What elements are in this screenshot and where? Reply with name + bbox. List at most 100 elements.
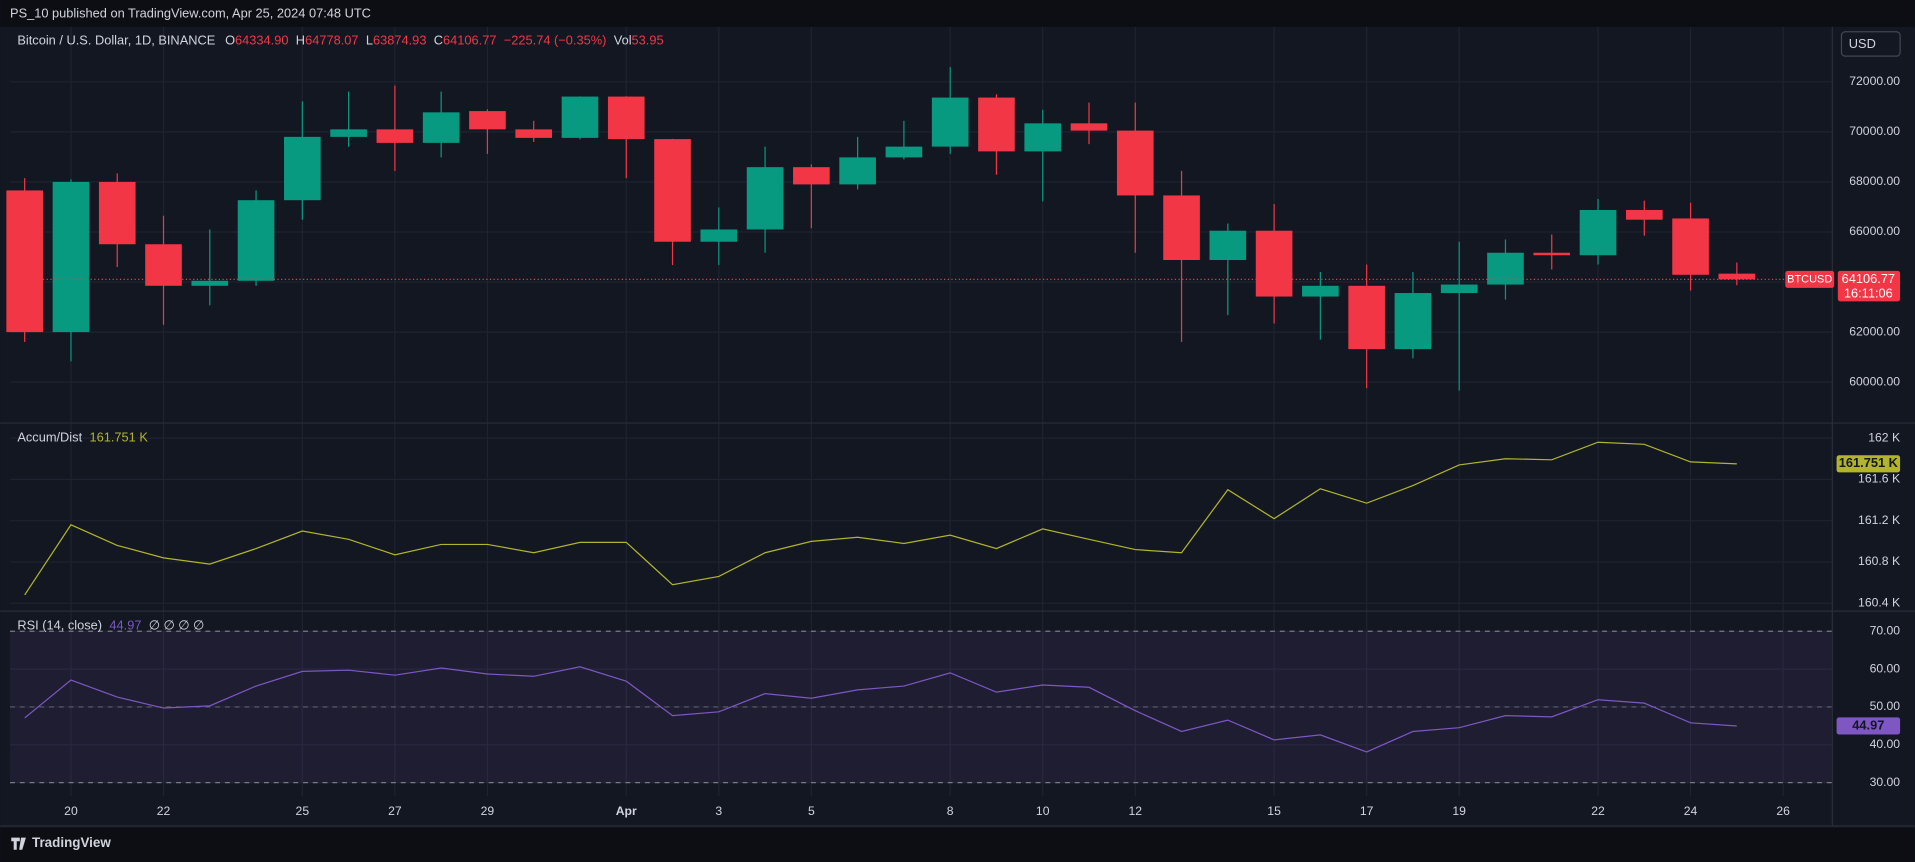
- y-tick-label: 30.00: [1870, 775, 1901, 789]
- legend-extra: ∅ ∅ ∅ ∅: [149, 618, 204, 633]
- candle-body: [1440, 284, 1478, 294]
- x-tick-label: 25: [296, 804, 310, 818]
- legend: Bitcoin / U.S. Dollar, 1D, BINANCE O64334…: [17, 33, 663, 48]
- y-tick-label: 60.00: [1870, 661, 1901, 675]
- x-tick-label: 29: [481, 804, 495, 818]
- indicator-line: [24, 441, 1737, 596]
- ohlc-letter: H: [296, 33, 305, 48]
- legend: Accum/Dist 161.751 K: [17, 430, 148, 445]
- legend-value: 161.751 K: [89, 430, 148, 445]
- last-value-label: 161.751 K: [1839, 455, 1899, 470]
- candle-body: [1533, 252, 1571, 256]
- legend-value: 44.97: [109, 618, 141, 633]
- candle-body: [330, 129, 367, 137]
- top-bar: [0, 0, 1915, 27]
- y-tick-label: 70.00: [1870, 623, 1901, 637]
- x-tick-label: 20: [64, 804, 78, 818]
- last-value-label: 44.97: [1852, 717, 1884, 732]
- legend: RSI (14, close) 44.97 ∅ ∅ ∅ ∅: [17, 618, 204, 633]
- x-tick-label: 10: [1036, 804, 1050, 818]
- candle-body: [469, 111, 506, 130]
- last-value-box: [1836, 455, 1901, 473]
- publish-info: PS_10 published on TradingView.com, Apr …: [10, 5, 371, 20]
- y-tick-label: 161.2 K: [1858, 513, 1900, 527]
- ohlc-value: 64334.90: [235, 33, 288, 48]
- candle-body: [515, 129, 553, 138]
- candle-body: [700, 229, 738, 242]
- last-value-box: [1836, 717, 1901, 735]
- x-tick-label: 19: [1452, 804, 1466, 818]
- y-tick-label: 162 K: [1868, 430, 1900, 444]
- volume-label: Vol: [614, 33, 632, 48]
- candle-body: [422, 112, 460, 143]
- candle-body: [1718, 273, 1756, 280]
- x-tick-label: 24: [1684, 804, 1698, 818]
- y-tick-label: 72000.00: [1849, 74, 1900, 88]
- candle-body: [98, 181, 136, 245]
- candle-body: [1348, 285, 1385, 350]
- candle-body: [1625, 209, 1663, 220]
- currency-button[interactable]: [1840, 31, 1901, 57]
- currency[interactable]: USD: [1849, 36, 1876, 51]
- candle-body: [145, 244, 182, 286]
- bottom-bar: [0, 827, 1915, 862]
- countdown: 16:11:06: [1844, 285, 1893, 300]
- candle-body: [654, 139, 691, 242]
- candle-body: [52, 181, 90, 333]
- price-box: [1837, 270, 1901, 302]
- volume-value: 53.95: [632, 33, 664, 48]
- candle-body: [191, 280, 229, 286]
- x-tick-label: 5: [808, 804, 815, 818]
- candle-body: [1579, 209, 1617, 256]
- x-tick-label: 12: [1128, 804, 1142, 818]
- ohlc-value: 64106.77: [443, 33, 496, 48]
- candle-body: [839, 157, 876, 185]
- candle-body: [1163, 195, 1200, 261]
- ohlc-letter: L: [366, 33, 373, 48]
- ohlc-value: 63874.93: [373, 33, 426, 48]
- candle-body: [1024, 123, 1062, 152]
- y-tick-label: 68000.00: [1849, 174, 1900, 188]
- x-tick-label: 22: [1591, 804, 1605, 818]
- symbol-label: BTCUSD: [1787, 273, 1832, 285]
- candle-body: [561, 96, 599, 138]
- y-tick-label: 160.4 K: [1858, 595, 1900, 609]
- indicator-line: [24, 666, 1737, 753]
- change: −225.74 (−0.35%): [504, 33, 607, 48]
- ohlc-letter: O: [225, 33, 235, 48]
- candle-body: [1394, 293, 1432, 350]
- legend-title: Bitcoin / U.S. Dollar, 1D, BINANCE: [17, 33, 215, 48]
- candle-body: [1255, 230, 1293, 297]
- y-tick-label: 70000.00: [1849, 124, 1900, 138]
- candle-body: [1672, 218, 1709, 275]
- y-tick-label: 62000.00: [1849, 324, 1900, 338]
- x-tick-label: 17: [1360, 804, 1374, 818]
- legend-title: RSI (14, close): [17, 618, 102, 633]
- y-tick-label: 66000.00: [1849, 224, 1900, 238]
- ohlc-value: 64778.07: [305, 33, 358, 48]
- candle-body: [746, 167, 784, 230]
- candle-body: [978, 97, 1015, 152]
- x-tick-label: 15: [1267, 804, 1281, 818]
- legend-title: Accum/Dist: [17, 430, 82, 445]
- candle-body: [1070, 123, 1108, 131]
- candle-body: [885, 146, 923, 158]
- x-tick-label: 22: [157, 804, 171, 818]
- brand: TradingView: [32, 835, 111, 850]
- candle-body: [237, 200, 275, 281]
- y-tick-label: 161.6 K: [1858, 472, 1900, 486]
- x-tick-label: 3: [715, 804, 722, 818]
- y-tick-label: 160.8 K: [1858, 554, 1900, 568]
- candle-body: [284, 136, 321, 201]
- candle-body: [931, 97, 969, 147]
- x-tick-label: 26: [1776, 804, 1790, 818]
- y-tick-label: 60000.00: [1849, 374, 1900, 388]
- x-tick-label: 27: [388, 804, 402, 818]
- x-tick-label: 8: [947, 804, 954, 818]
- candle-body: [607, 96, 645, 140]
- candle-body: [793, 167, 830, 185]
- last-price-label: 64106.77: [1842, 271, 1895, 286]
- candle-body: [1209, 230, 1247, 261]
- candle-body: [1302, 285, 1339, 297]
